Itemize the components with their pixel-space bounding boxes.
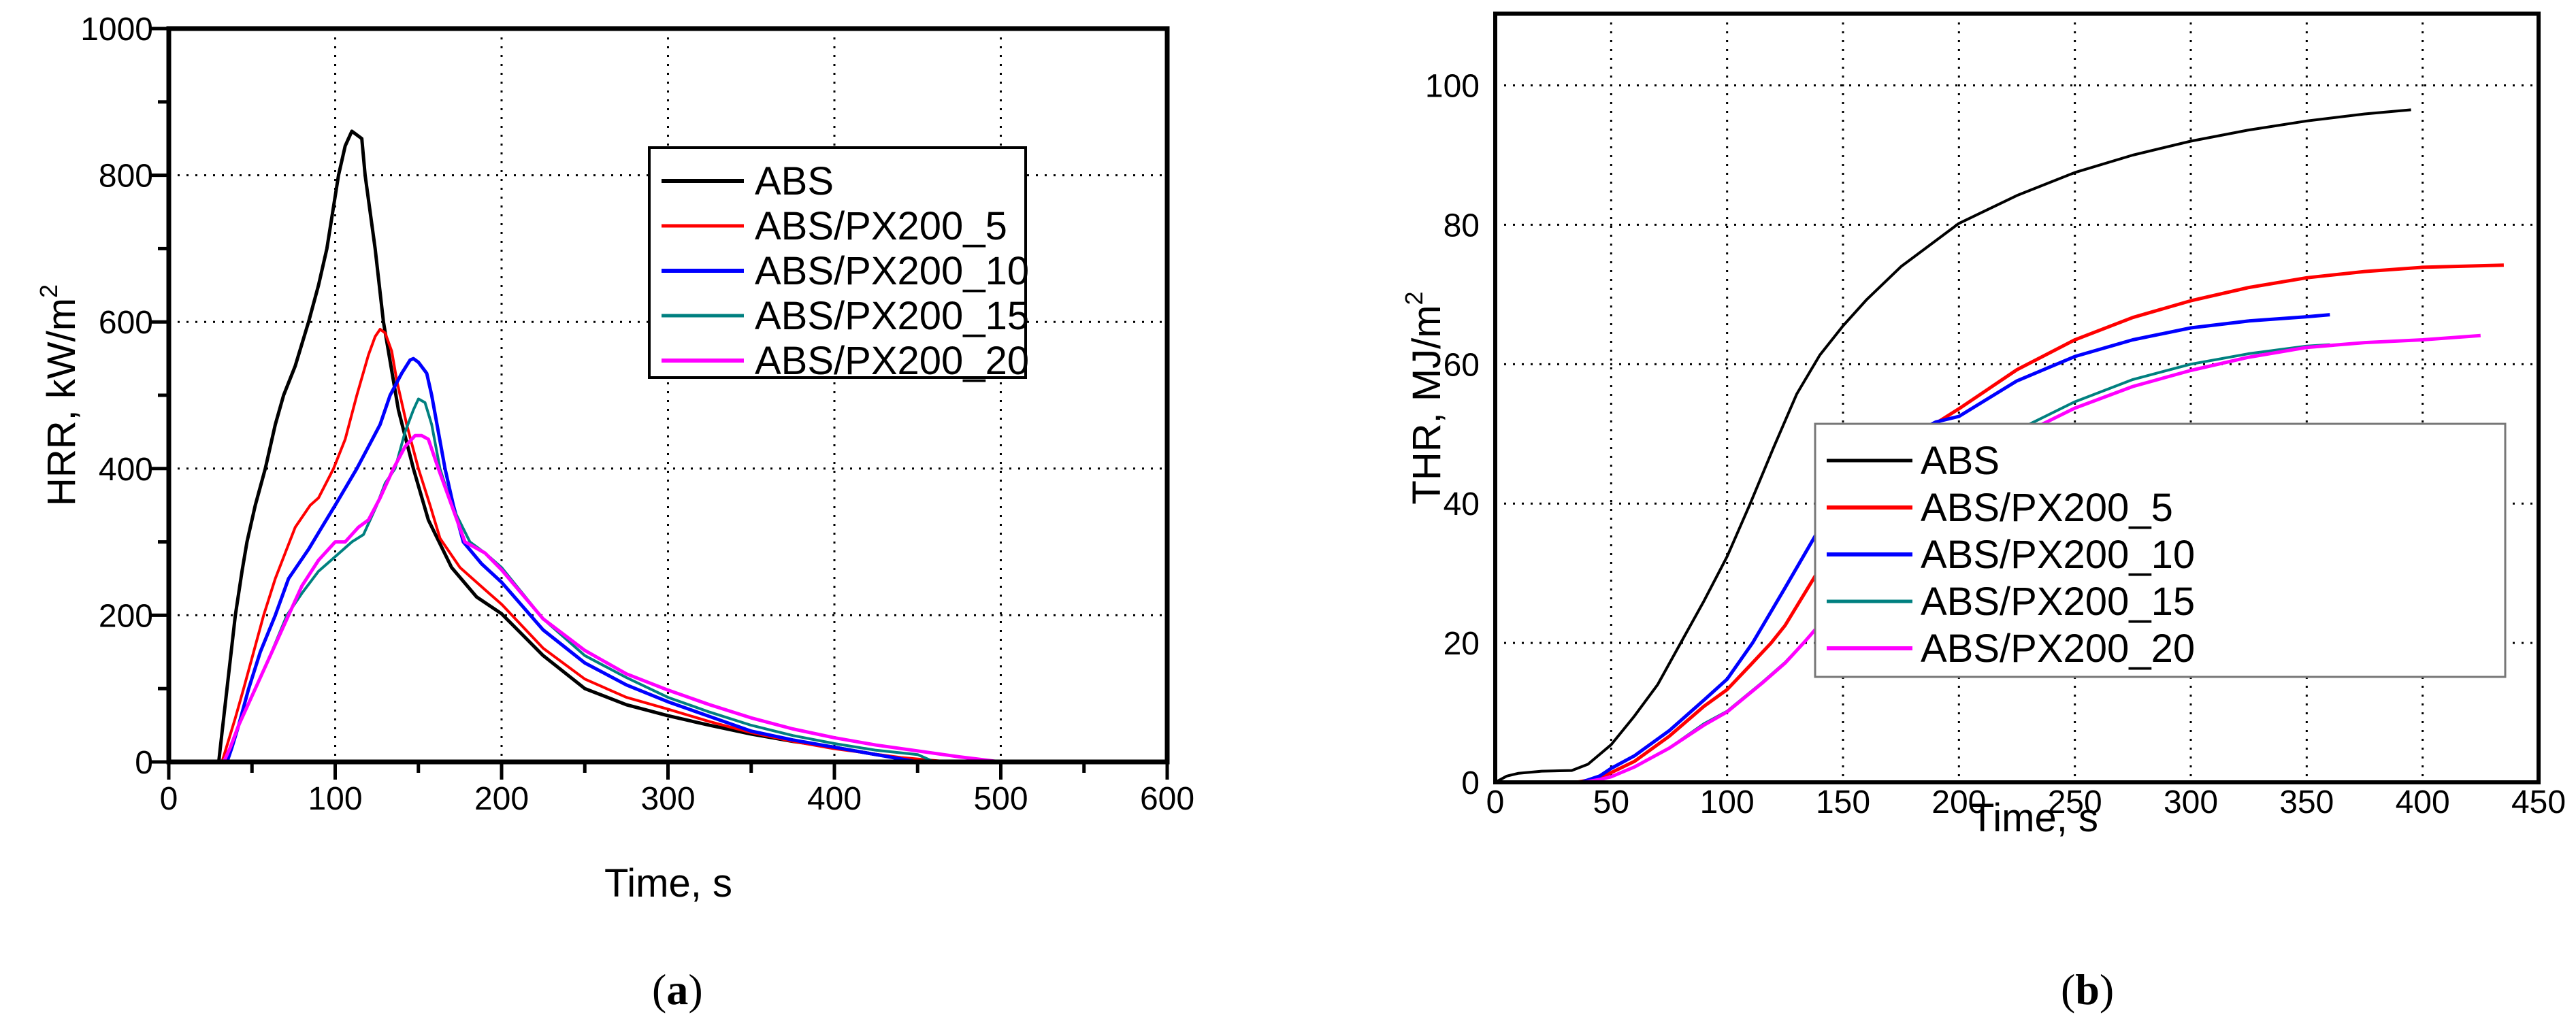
legend-label: ABS/PX200_20 [755, 339, 1029, 383]
legend-label: ABS [755, 159, 834, 203]
legend-item: ABS/PX200_5 [1827, 486, 2173, 530]
thr-chart: 0 50 100 150 200 250 300 350 400 450 0 20 40 60 80 100 T… [1400, 12, 2566, 840]
chart-panel-thr: 0 50 100 150 200 250 300 350 400 450 0 20 40 60 80 100 T… [1288, 0, 2576, 1032]
x-tick-label: 100 [308, 781, 362, 817]
y-tick-label: 800 [99, 159, 153, 195]
x-tick-label: 400 [807, 781, 862, 817]
x-tick-label: 200 [474, 781, 529, 817]
y-tick-label: 600 [99, 305, 153, 341]
y-tick-label: 1000 [80, 12, 153, 48]
x-axis-title: Time, s [604, 861, 732, 905]
x-tick-label: 0 [160, 781, 178, 817]
y-axis-title: THR, MJ/m2 [1400, 291, 1449, 504]
legend-item: ABS/PX200_10 [662, 249, 1029, 293]
y-tick-label: 0 [1461, 765, 1480, 801]
x-tick-label: 600 [1140, 781, 1194, 817]
y-tick-label: 400 [99, 452, 153, 488]
x-tick-label: 0 [1486, 784, 1505, 820]
caption-paren: ) [2099, 965, 2115, 1014]
y-axis-title-superscript: 2 [1400, 291, 1428, 305]
x-tick-label: 350 [2279, 784, 2334, 820]
tick-labels: 0 100 200 300 400 500 600 0 200 400 600 800 1000 [80, 12, 1194, 817]
hrr-chart: 0 100 200 300 400 500 600 0 200 400 600 800 1000 Time… [35, 12, 1194, 905]
x-tick-label: 400 [2396, 784, 2450, 820]
x-tick-label: 100 [1700, 784, 1755, 820]
legend-item: ABS [662, 159, 834, 203]
y-tick-label: 200 [99, 598, 153, 634]
series-group [169, 129, 1001, 764]
y-tick-label: 20 [1444, 626, 1480, 662]
legend-item: ABS/PX200_15 [662, 294, 1029, 338]
legend-label: ABS [1921, 439, 2000, 483]
x-axis-title: Time, s [1970, 796, 2098, 840]
plot-frame [1493, 12, 2541, 784]
caption-a: (a) [652, 965, 703, 1015]
legend-label: ABS/PX200_5 [755, 204, 1007, 248]
series-line-abs-px200-5 [169, 328, 951, 763]
legend-box [1814, 422, 2507, 678]
legend-label: ABS/PX200_20 [1921, 627, 2195, 671]
legend-label: ABS/PX200_10 [755, 249, 1029, 293]
series-line-abs [169, 129, 926, 764]
legend-item: ABS/PX200_10 [1827, 533, 2195, 577]
caption-letter: b [2075, 965, 2100, 1014]
y-tick-label: 60 [1444, 347, 1480, 383]
legend-label: ABS/PX200_15 [755, 294, 1029, 338]
legend-item: ABS/PX200_20 [662, 339, 1029, 383]
series-line-abs-px200-10 [169, 356, 918, 764]
caption-paren: ) [688, 965, 703, 1014]
x-tick-label: 250 [2048, 784, 2102, 820]
y-tick-label: 0 [135, 745, 153, 781]
x-tick-label: 50 [1593, 784, 1629, 820]
caption-letter: a [666, 965, 689, 1014]
y-tick-label: 80 [1444, 207, 1480, 244]
caption-paren: ( [652, 965, 667, 1014]
x-tick-label: 200 [1931, 784, 1986, 820]
legend-item: ABS [1827, 439, 2000, 483]
legend-item: ABS/PX200_5 [662, 204, 1007, 248]
series-line-abs-px200-20 [169, 433, 1001, 764]
legend-item: ABS/PX200_15 [1827, 580, 2195, 624]
legend: ABSABS/PX200_5ABS/PX200_10ABS/PX200_15AB… [648, 146, 1029, 383]
legend-box [648, 146, 1027, 379]
y-tick-label: 40 [1444, 486, 1480, 522]
x-tick-label: 300 [2164, 784, 2218, 820]
legend: ABSABS/PX200_5ABS/PX200_10ABS/PX200_15AB… [1814, 422, 2507, 678]
legend-label: ABS/PX200_10 [1921, 533, 2195, 577]
tick-labels: 0 50 100 150 200 250 300 350 400 450 0 20 40 60 80 100 [1425, 69, 2566, 820]
y-axis-title-superscript: 2 [35, 284, 63, 298]
axis-ticks [151, 27, 1169, 780]
x-tick-label: 300 [640, 781, 695, 817]
caption-paren: ( [2061, 965, 2076, 1014]
y-tick-label: 100 [1425, 69, 1480, 105]
legend-label: ABS/PX200_5 [1921, 486, 2173, 530]
x-tick-label: 150 [1816, 784, 1870, 820]
y-axis-title: HRR, kW/m2 [35, 284, 84, 506]
caption-b: (b) [2061, 965, 2114, 1015]
x-tick-label: 450 [2511, 784, 2566, 820]
chart-panel-hrr: 0 100 200 300 400 500 600 0 200 400 600 800 1000 Time… [35, 12, 1194, 1015]
legend-label: ABS/PX200_15 [1921, 580, 2195, 624]
legend-item: ABS/PX200_20 [1827, 627, 2195, 671]
plot-area [169, 29, 1167, 762]
x-tick-label: 500 [973, 781, 1028, 817]
series-line-abs [1495, 108, 2411, 784]
